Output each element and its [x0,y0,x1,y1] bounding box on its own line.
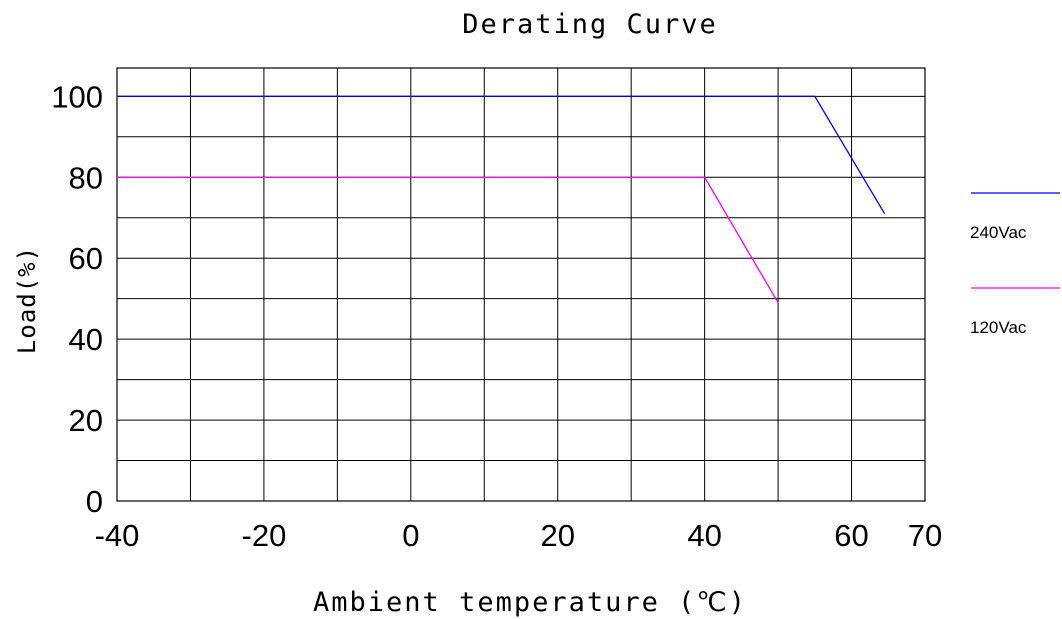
series-line-240Vac [117,95,886,215]
plot-frame [116,67,926,502]
x-tick-label: 40 [687,518,721,553]
y-tick-labels: 0 20 40 60 80 100 [51,79,103,519]
series-lines [117,95,886,304]
x-axis-label: Ambient temperature (℃) [313,587,747,618]
y-tick-label: 80 [69,160,103,195]
y-tick-label: 40 [69,322,103,357]
x-tick-label: -40 [95,518,140,553]
series-line-120Vac [117,176,779,304]
chart-title: Derating Curve [462,9,718,40]
legend-label: 240Vac [970,223,1027,242]
legend: 240Vac 120Vac [970,192,1060,337]
y-tick-label: 100 [51,79,103,114]
y-tick-label: 20 [69,403,103,438]
x-tick-labels: -40 -20 0 20 40 60 70 [95,518,943,553]
y-axis-label: Load(%) [13,246,41,354]
y-tick-label: 0 [86,484,103,519]
grid-lines [116,68,926,502]
x-tick-label: -20 [242,518,287,553]
x-tick-label: 70 [908,518,942,553]
legend-label: 120Vac [970,318,1027,337]
x-tick-label: 0 [402,518,419,553]
x-tick-label: 20 [540,518,574,553]
x-tick-label: 60 [834,518,868,553]
y-tick-label: 60 [69,241,103,276]
